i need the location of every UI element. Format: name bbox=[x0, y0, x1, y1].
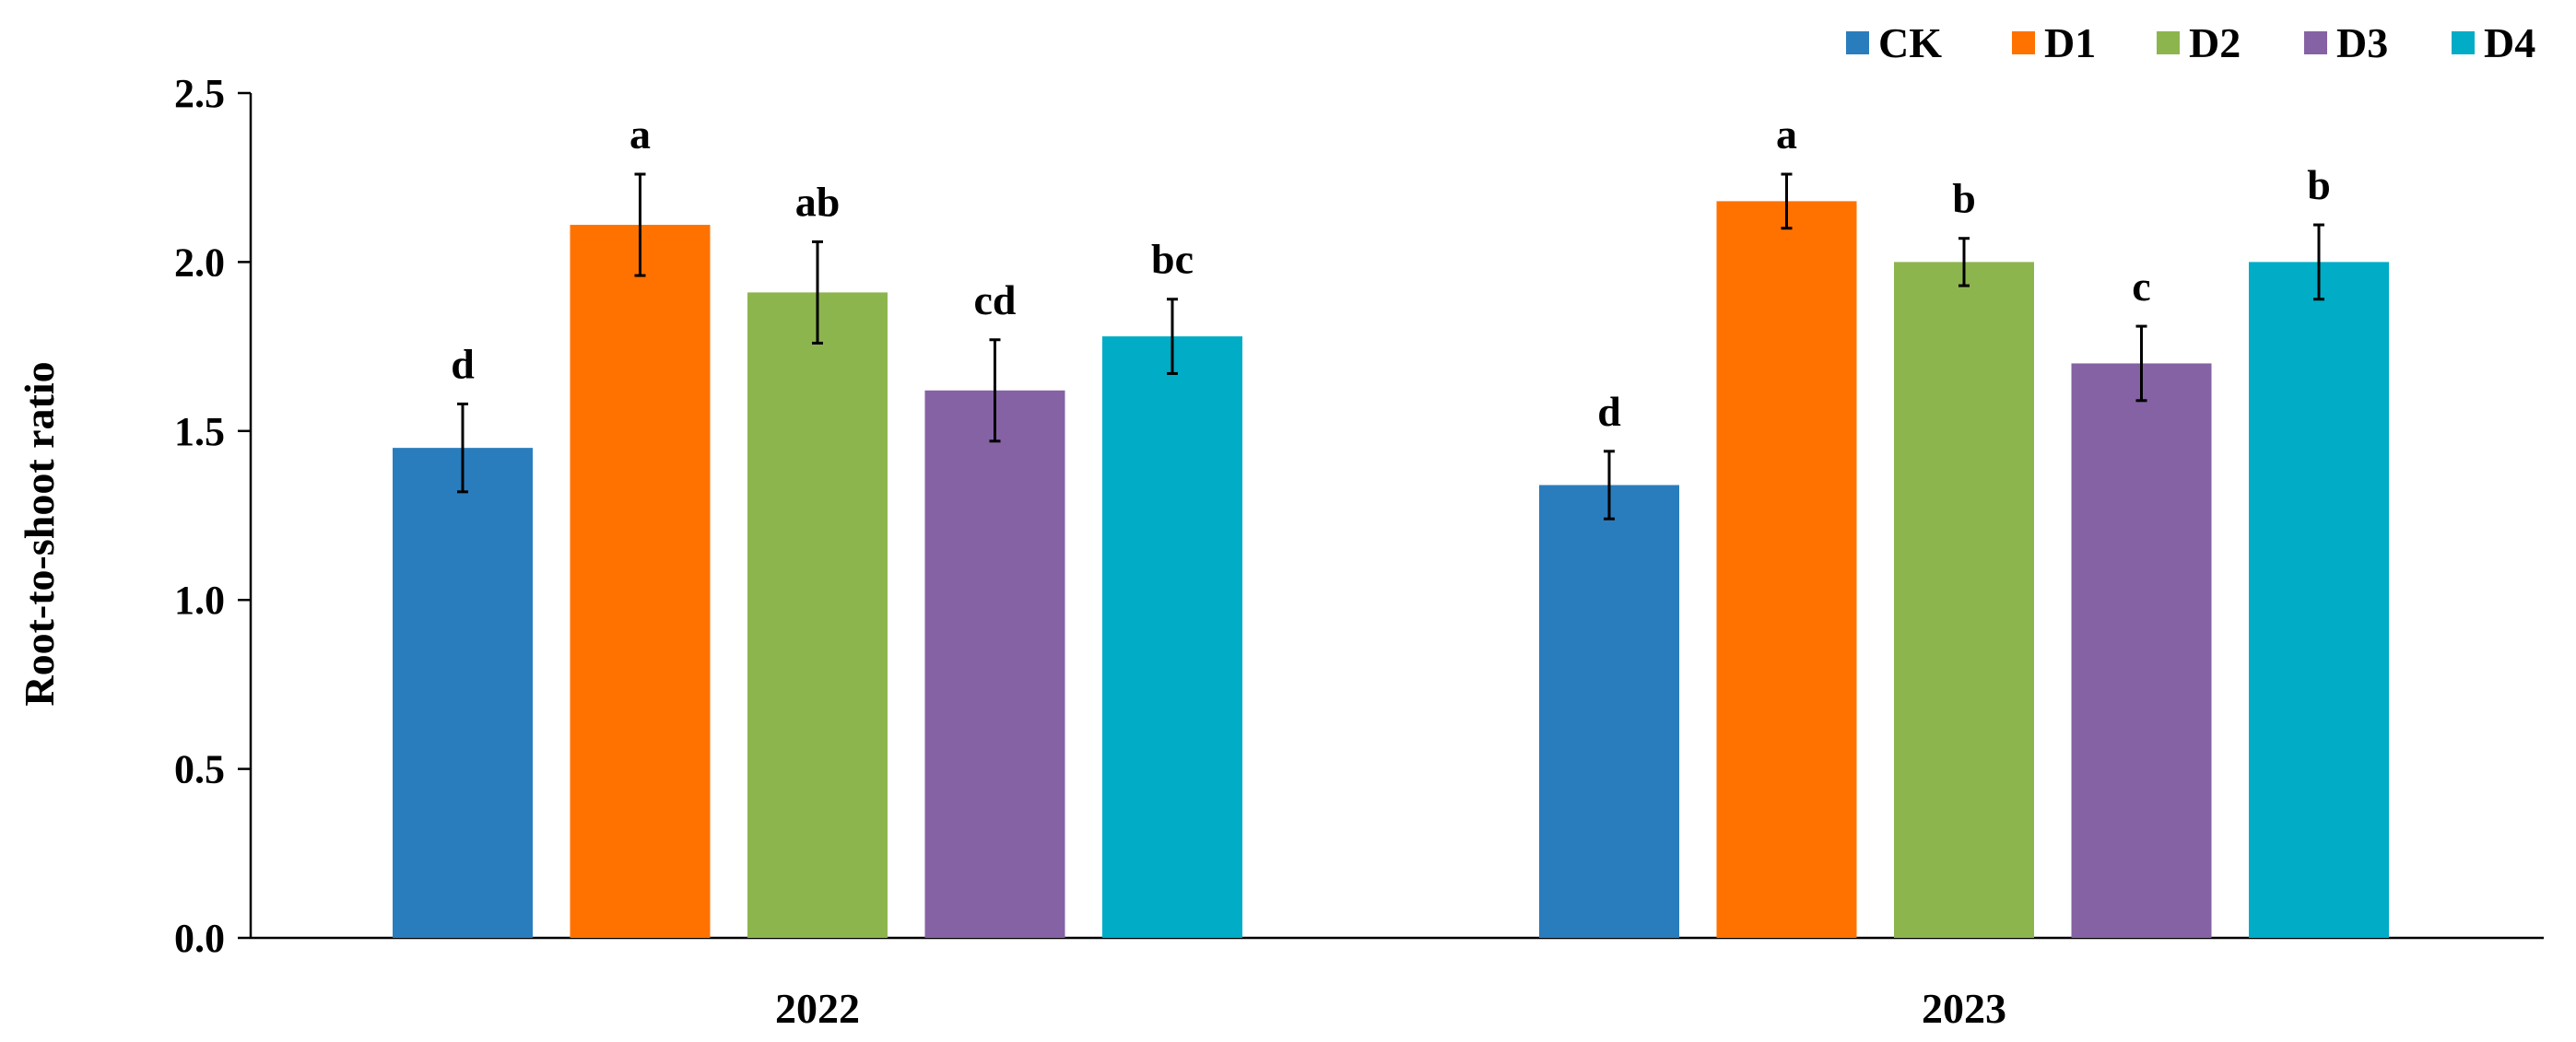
legend-label: D4 bbox=[2484, 19, 2535, 66]
bar-d4-2023 bbox=[2249, 262, 2389, 938]
y-axis-title: Root-to-shoot ratio bbox=[16, 361, 63, 706]
legend-item-d2: D2 bbox=[2157, 19, 2241, 66]
significance-label: a bbox=[1776, 111, 1797, 158]
bar-d2-2022 bbox=[747, 292, 888, 938]
bar-d2-2023 bbox=[1894, 262, 2034, 938]
legend-label: CK bbox=[1878, 19, 1942, 66]
significance-label: cd bbox=[974, 276, 1017, 323]
error-bar bbox=[1167, 298, 1178, 375]
legend-label: D2 bbox=[2189, 19, 2241, 66]
y-tick-label: 1.0 bbox=[174, 578, 225, 623]
y-tick-label: 2.5 bbox=[174, 71, 225, 116]
error-bar bbox=[989, 338, 1001, 443]
y-tick-label: 0.0 bbox=[174, 916, 225, 961]
significance-label: c bbox=[2132, 263, 2150, 310]
bar-d4-2022 bbox=[1102, 336, 1242, 938]
error-bar bbox=[1958, 237, 1970, 287]
legend-item-d3: D3 bbox=[2304, 19, 2388, 66]
bar-d1-2023 bbox=[1716, 201, 1857, 939]
legend-swatch bbox=[2452, 31, 2475, 54]
legend-label: D3 bbox=[2336, 19, 2388, 66]
y-tick-label: 1.5 bbox=[174, 409, 225, 454]
significance-label: b bbox=[2307, 161, 2331, 208]
x-category-label: 2022 bbox=[775, 985, 860, 1032]
bar-d3-2023 bbox=[2071, 363, 2212, 938]
y-tick-label: 0.5 bbox=[174, 747, 225, 792]
error-bar bbox=[2135, 324, 2147, 403]
y-ticks: 0.0 0.5 1.0 1.5 2.0 2.5 bbox=[174, 71, 251, 961]
bar-ck-2023 bbox=[1539, 485, 1679, 938]
significance-label: b bbox=[1952, 175, 1976, 222]
x-category-label: 2023 bbox=[1922, 985, 2006, 1032]
error-bar bbox=[812, 240, 823, 345]
bar-ck-2022 bbox=[393, 448, 533, 938]
group-labels: 2022 2023 bbox=[775, 985, 2006, 1032]
legend: CK D1 D2 D3 D4 bbox=[1846, 19, 2535, 66]
legend-item-ck: CK bbox=[1846, 19, 1942, 66]
legend-item-d1: D1 bbox=[2012, 19, 2096, 66]
significance-label: d bbox=[451, 340, 475, 387]
significance-label: a bbox=[629, 111, 651, 158]
legend-label: D1 bbox=[2044, 19, 2096, 66]
legend-swatch bbox=[2157, 31, 2180, 54]
significance-label: bc bbox=[1151, 236, 1194, 283]
bar-d1-2022 bbox=[570, 225, 711, 938]
bar-d3-2022 bbox=[924, 390, 1065, 938]
y-tick-label: 2.0 bbox=[174, 240, 225, 285]
legend-item-d4: D4 bbox=[2452, 19, 2535, 66]
significance-label: ab bbox=[795, 178, 841, 225]
legend-swatch bbox=[1846, 31, 1869, 54]
significance-label: d bbox=[1597, 388, 1621, 435]
legend-swatch bbox=[2012, 31, 2035, 54]
error-bar bbox=[2313, 223, 2324, 301]
error-bar bbox=[1604, 450, 1615, 521]
error-bar bbox=[634, 172, 646, 277]
error-bar bbox=[1781, 172, 1793, 230]
legend-swatch bbox=[2304, 31, 2327, 54]
error-bar bbox=[457, 402, 468, 494]
